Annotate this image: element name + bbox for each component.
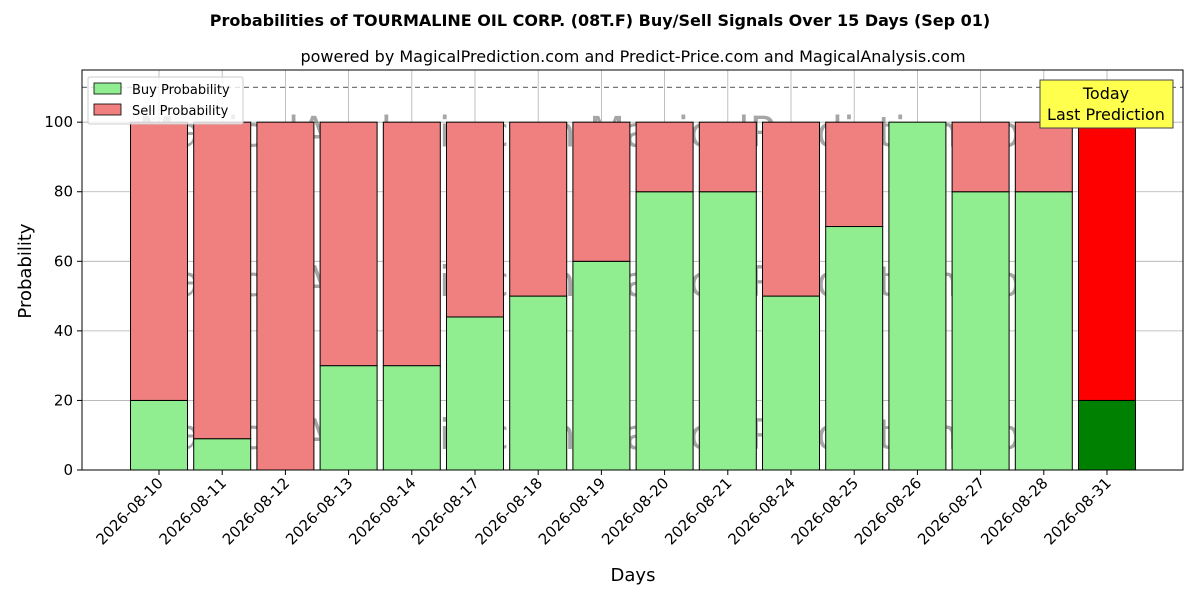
bar-buy (446, 316, 504, 471)
bar-sell (319, 121, 378, 367)
bar-buy (130, 399, 188, 471)
legend-box (87, 76, 244, 125)
x-tick-label: 2026-08-25 (788, 474, 862, 548)
bar-buy (951, 191, 1010, 471)
y-tick-label: 40 (54, 322, 73, 340)
legend: Buy Probability Sell Probability (87, 76, 244, 125)
annotation-line-2: Last Prediction (1047, 105, 1165, 124)
bar-buy (509, 295, 568, 471)
y-tick-label: 60 (54, 252, 73, 270)
x-tick-label: 2026-08-14 (345, 474, 419, 548)
bar-buy (1014, 191, 1073, 471)
bar-buy (762, 295, 820, 471)
bar-buy (1078, 399, 1136, 471)
x-tick-label: 2026-08-20 (598, 474, 672, 548)
bar-sell (762, 121, 820, 297)
y-axis-ticks: 0 20 40 60 80 100 (44, 113, 82, 479)
bar-buy (635, 191, 694, 471)
bar-sell (130, 121, 188, 401)
legend-label-sell: Sell Probability (132, 104, 229, 119)
x-tick-label: 2026-08-12 (219, 474, 293, 548)
x-tick-label: 2026-08-17 (408, 474, 482, 548)
x-tick-label: 2026-08-21 (661, 474, 735, 548)
bar-sell (1078, 121, 1136, 401)
bar-buy (825, 226, 884, 471)
x-tick-label: 2026-08-19 (535, 474, 609, 548)
plot-frame (81, 69, 1184, 471)
x-tick-label: 2026-08-11 (156, 474, 230, 548)
y-tick-label: 20 (54, 391, 73, 409)
bar-sell (256, 121, 315, 471)
y-tick-label: 100 (44, 113, 73, 131)
x-tick-label: 2026-08-10 (92, 474, 166, 548)
legend-swatch-sell (93, 103, 122, 116)
y-tick-label: 0 (63, 461, 73, 479)
bar-buy (319, 365, 378, 471)
bar-sell (382, 121, 441, 367)
y-axis-label: Probability (15, 223, 36, 318)
annotation-box (1039, 79, 1174, 129)
chart-subtitle: powered by MagicalPrediction.com and Pre… (300, 47, 965, 66)
x-tick-label: 2026-08-13 (282, 474, 356, 548)
annotation-line-1: Today (1082, 84, 1129, 103)
bar-sell (635, 121, 694, 193)
bars (130, 121, 1136, 471)
bar-sell (572, 121, 631, 262)
x-tick-label: 2026-08-27 (914, 474, 988, 548)
bar-sell (446, 121, 504, 318)
x-tick-label: 2026-08-28 (977, 474, 1051, 548)
x-tick-label: 2026-08-31 (1040, 474, 1114, 548)
x-tick-label: 2026-08-18 (472, 474, 546, 548)
y-tick-label: 80 (54, 183, 73, 201)
bar-sell (193, 121, 252, 440)
bar-sell (825, 121, 884, 228)
x-tick-label: 2026-08-26 (851, 474, 925, 548)
bar-buy (572, 260, 631, 471)
bar-sell (951, 121, 1010, 193)
chart-title: Probabilities of TOURMALINE OIL CORP. (0… (210, 11, 991, 30)
bar-buy (698, 191, 757, 471)
x-axis-label: Days (611, 565, 656, 586)
bar-buy (888, 121, 947, 471)
bar-sell (509, 121, 568, 297)
bar-buy (193, 438, 252, 471)
bar-buy (382, 365, 441, 471)
legend-label-buy: Buy Probability (132, 83, 230, 98)
bar-sell (698, 121, 757, 193)
x-axis-ticks: 2026-08-102026-08-112026-08-122026-08-13… (92, 470, 1115, 548)
x-tick-label: 2026-08-24 (724, 474, 798, 548)
today-annotation: Today Last Prediction (1039, 79, 1174, 129)
legend-swatch-buy (93, 82, 122, 95)
bar-sell (1014, 121, 1073, 193)
